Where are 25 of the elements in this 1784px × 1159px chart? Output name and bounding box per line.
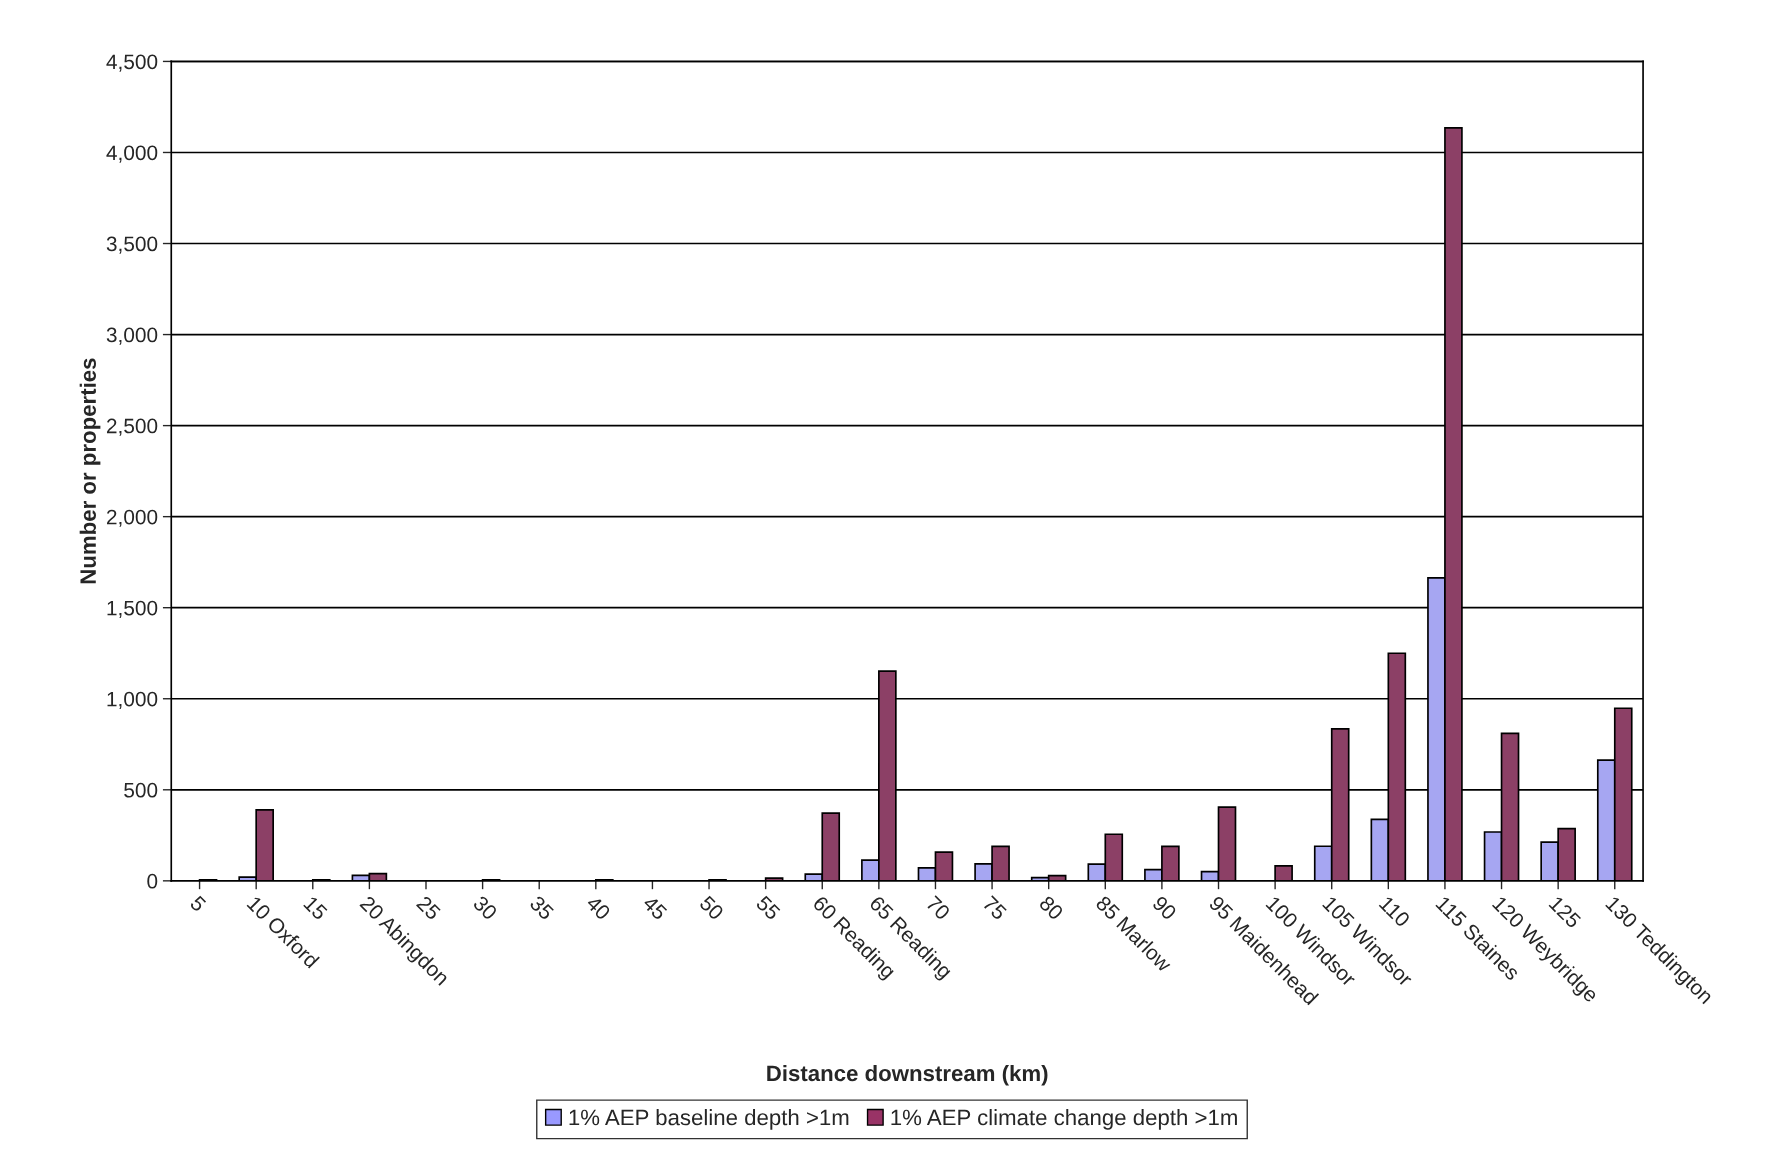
legend-label: 1% AEP baseline depth >1m [569,1109,849,1130]
x-tick-label: 30 [472,894,499,921]
x-tick-label: 45 [641,894,668,921]
y-tick-label: 0 [147,873,158,889]
x-tick-label: 80 [1038,895,1065,921]
x-tick-label: 40 [585,894,612,921]
y-tick-label: 3,000 [106,327,158,345]
x-tick-label: 50 [698,895,725,921]
x-tick-label: 75 [982,895,1008,921]
y-tick-label: 3,500 [106,236,158,254]
y-tick-label: 2,000 [106,509,158,527]
y-tick-label: 4,000 [106,145,158,163]
x-tick-label: 35 [528,894,555,921]
y-tick-label: 1,000 [107,691,158,709]
y-tick-label: 1,500 [107,600,158,618]
x-tick-label: 5 [189,895,207,913]
x-tick-label: 55 [755,895,781,921]
x-tick-label: 25 [415,895,442,921]
y-tick-label: 500 [124,782,158,798]
legend-label: 1% AEP climate change depth >1m [891,1109,1237,1130]
x-tick-label: 15 [303,895,329,921]
y-axis-title: Number or properties [79,358,101,584]
y-tick-label: 4,500 [106,54,158,72]
x-axis-title: Distance downstream (km) [767,1064,1048,1086]
y-tick-label: 2,500 [106,418,158,436]
